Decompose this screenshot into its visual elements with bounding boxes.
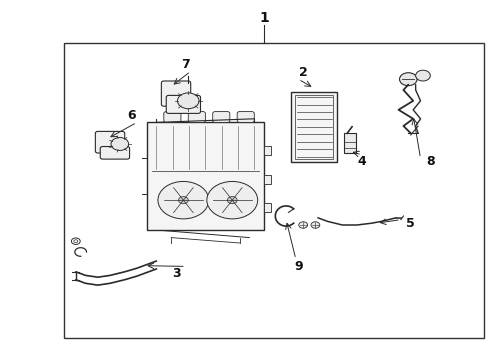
Text: 9: 9	[293, 260, 302, 273]
Text: 1: 1	[259, 11, 268, 25]
Circle shape	[227, 197, 237, 204]
FancyBboxPatch shape	[212, 112, 229, 122]
Bar	[63, 43, 483, 338]
FancyBboxPatch shape	[166, 95, 200, 113]
Text: 6: 6	[127, 109, 136, 122]
Circle shape	[298, 222, 307, 228]
FancyBboxPatch shape	[188, 112, 205, 122]
Bar	[264, 175, 271, 184]
Text: 2: 2	[298, 66, 307, 78]
FancyBboxPatch shape	[237, 112, 254, 122]
Bar	[294, 95, 333, 159]
Bar	[290, 92, 337, 162]
Bar	[264, 146, 271, 155]
Circle shape	[177, 93, 199, 109]
Text: 3: 3	[171, 267, 180, 280]
FancyBboxPatch shape	[163, 112, 181, 122]
Text: 5: 5	[406, 217, 414, 230]
FancyBboxPatch shape	[100, 147, 129, 159]
Bar	[264, 203, 271, 212]
Circle shape	[310, 222, 319, 228]
Circle shape	[111, 138, 128, 150]
Circle shape	[399, 73, 416, 86]
Circle shape	[178, 197, 188, 204]
Text: 7: 7	[181, 58, 190, 71]
Circle shape	[158, 181, 208, 219]
Text: 4: 4	[357, 156, 366, 168]
Text: 8: 8	[425, 156, 434, 168]
FancyBboxPatch shape	[95, 131, 124, 153]
Bar	[146, 122, 264, 230]
FancyBboxPatch shape	[161, 81, 190, 106]
Bar	[343, 133, 355, 153]
Circle shape	[415, 70, 429, 81]
Circle shape	[206, 181, 257, 219]
